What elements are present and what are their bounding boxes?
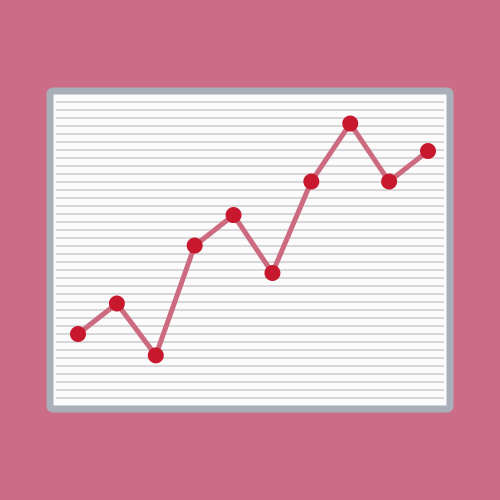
series-line — [75, 121, 431, 358]
data-point — [186, 237, 203, 254]
chart-panel — [46, 87, 454, 413]
gridlines — [56, 101, 444, 399]
data-point — [108, 295, 125, 312]
data-point — [225, 207, 242, 224]
data-point — [342, 115, 359, 132]
data-point — [70, 326, 86, 342]
data-point — [381, 173, 398, 190]
data-point — [303, 173, 320, 190]
data-point — [420, 143, 436, 159]
data-point — [147, 347, 164, 364]
data-point — [264, 265, 281, 281]
data-markers — [70, 115, 436, 364]
